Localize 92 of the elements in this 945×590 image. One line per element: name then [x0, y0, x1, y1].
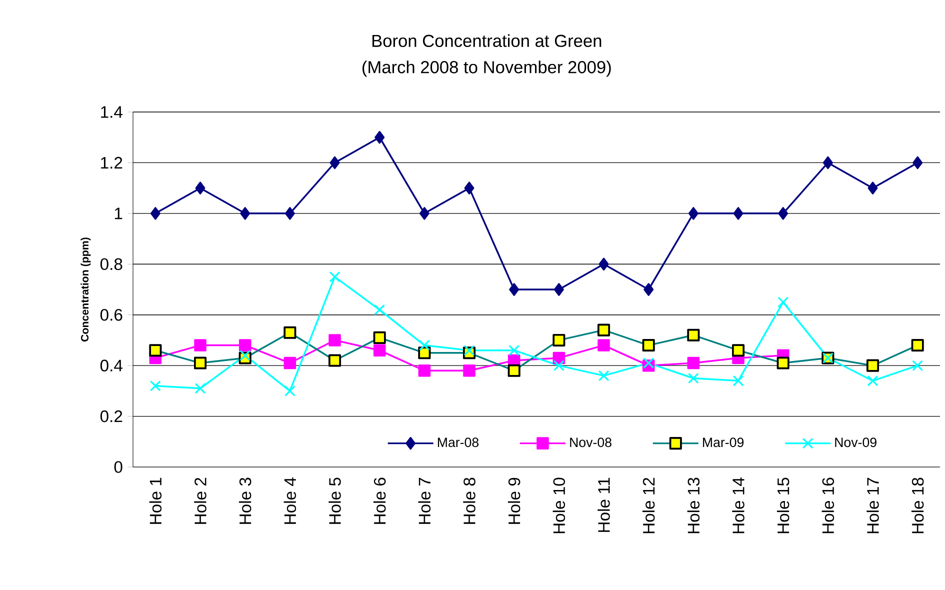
y-tick-label: 0 — [114, 461, 122, 473]
point — [911, 339, 924, 352]
x-tick-label: Hole 15 — [776, 478, 790, 534]
x-tick-label: Hole 7 — [418, 478, 431, 524]
point — [866, 359, 880, 372]
y-tick-label: 1.2 — [101, 156, 122, 169]
x-tick-label: Hole 6 — [373, 478, 386, 524]
point — [329, 271, 340, 282]
point — [553, 360, 564, 372]
x-tick-label: Hole 8 — [463, 478, 476, 524]
point — [463, 364, 476, 377]
point — [643, 358, 654, 369]
point — [554, 283, 564, 296]
point — [194, 339, 206, 352]
point — [598, 370, 610, 382]
point — [597, 324, 610, 336]
point — [509, 283, 520, 296]
x-tick-label: Hole 4 — [284, 478, 296, 524]
x-tick-label: Hole 9 — [508, 478, 520, 524]
point — [464, 182, 474, 194]
y-tick-label: 0.2 — [100, 410, 122, 422]
x-tick-label: Hole 16 — [822, 478, 834, 534]
y-tick-label: 0.8 — [100, 258, 122, 270]
legend-label: Mar-08 — [438, 438, 479, 448]
point — [912, 360, 924, 372]
point — [240, 207, 250, 220]
point — [330, 156, 340, 170]
point — [284, 356, 296, 370]
point — [687, 328, 700, 342]
x-tick-label: Hole 12 — [642, 478, 655, 534]
point — [418, 346, 431, 360]
y-tick-label: 0.6 — [100, 308, 122, 321]
x-tick-label: Hole 11 — [598, 478, 610, 532]
point — [644, 283, 654, 296]
point — [150, 207, 160, 220]
point — [688, 372, 699, 384]
point — [194, 356, 207, 370]
x-tick-label: Hole 18 — [911, 478, 924, 534]
point — [240, 350, 251, 361]
x-tick-label: Hole 13 — [687, 478, 700, 534]
point — [732, 375, 744, 386]
chart-title: Boron Concentration at Green — [372, 34, 602, 48]
x-tick-label: Hole 5 — [328, 478, 341, 524]
x-tick-label: Hole 2 — [194, 478, 206, 524]
point — [328, 354, 342, 367]
x-tick-label: Hole 1 — [149, 478, 162, 524]
point — [374, 130, 385, 144]
point — [419, 207, 430, 220]
point — [284, 326, 296, 339]
x-tick-label: Hole 10 — [552, 478, 566, 534]
point — [194, 382, 206, 394]
point — [642, 339, 655, 352]
point — [150, 380, 161, 392]
x-tick-label: Hole 17 — [866, 478, 879, 534]
y-tick-label: 0.4 — [100, 360, 122, 372]
point — [238, 339, 252, 352]
point — [912, 156, 923, 170]
legend-label: Nov-08 — [570, 438, 612, 448]
point — [867, 375, 878, 386]
point — [149, 344, 162, 357]
point — [195, 182, 206, 194]
y-axis-title: Concentration (ppm) — [80, 238, 91, 342]
y-tick-label: 1 — [114, 208, 122, 220]
point — [687, 356, 700, 370]
y-tick-label: 1.4 — [101, 106, 122, 118]
chart-subtitle: (March 2008 to November 2009) — [362, 60, 611, 77]
point — [552, 334, 566, 346]
point — [418, 340, 430, 351]
point — [688, 207, 698, 220]
point — [733, 207, 744, 220]
point — [328, 334, 341, 346]
legend-label: Mar-09 — [703, 438, 744, 448]
point — [284, 385, 296, 396]
point — [778, 296, 789, 308]
x-tick-label: Hole 3 — [238, 478, 252, 524]
point — [418, 364, 431, 377]
point — [373, 331, 386, 344]
point — [598, 258, 609, 271]
point — [464, 344, 475, 356]
legend-label: Nov-09 — [835, 438, 876, 448]
point — [508, 364, 520, 377]
point — [778, 207, 788, 220]
x-tick-label: Hole 14 — [732, 478, 744, 534]
point — [822, 156, 833, 170]
point — [598, 339, 610, 352]
point — [374, 304, 386, 316]
point — [732, 344, 745, 357]
point — [373, 344, 386, 356]
point — [284, 207, 295, 220]
point — [868, 182, 878, 194]
point — [776, 356, 790, 370]
point — [508, 344, 520, 356]
